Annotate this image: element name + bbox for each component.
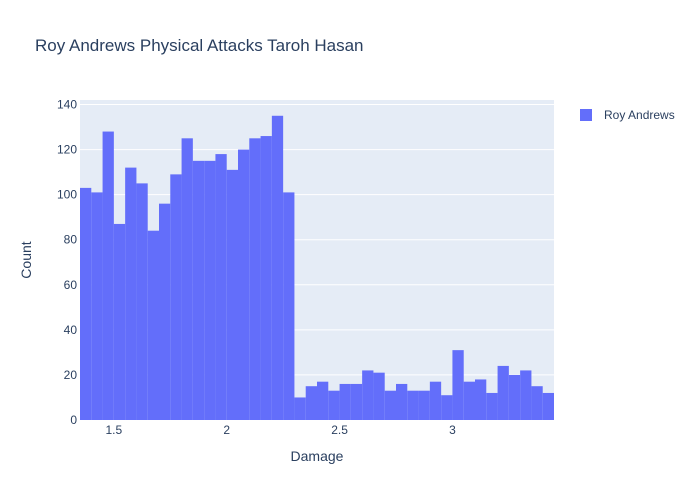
y-tick-label: 120 (57, 143, 77, 157)
histogram-bar[interactable] (91, 192, 103, 420)
y-tick-label: 140 (57, 98, 77, 112)
legend[interactable]: Roy Andrews (580, 108, 675, 122)
histogram-bar[interactable] (249, 138, 261, 420)
histogram-bar[interactable] (486, 392, 498, 420)
histogram-bar[interactable] (373, 372, 385, 420)
y-tick-label: 100 (57, 188, 77, 202)
bars (80, 115, 554, 421)
y-tick-label: 20 (64, 368, 78, 382)
histogram-bar[interactable] (520, 370, 532, 420)
histogram-bar[interactable] (531, 386, 543, 420)
histogram-bar[interactable] (226, 169, 238, 420)
histogram-bar[interactable] (192, 160, 205, 420)
histogram-bar[interactable] (362, 370, 374, 420)
legend-label-roy-andrews[interactable]: Roy Andrews (604, 108, 675, 122)
histogram-bar[interactable] (125, 167, 137, 420)
histogram-bar[interactable] (260, 136, 272, 420)
y-tick-label: 60 (64, 278, 78, 292)
legend-swatch-roy-andrews[interactable] (580, 109, 592, 121)
x-axis-ticks: 1.5 2 2.5 3 (106, 423, 457, 437)
histogram-bar[interactable] (283, 192, 295, 420)
histogram-bar[interactable] (463, 381, 475, 420)
x-tick-label: 2.5 (331, 423, 348, 437)
y-tick-label: 0 (70, 413, 77, 427)
histogram-bar[interactable] (384, 390, 396, 420)
histogram-bar[interactable] (497, 365, 509, 420)
histogram-bar[interactable] (271, 115, 284, 420)
histogram-bar[interactable] (305, 386, 317, 420)
histogram-bar[interactable] (350, 383, 363, 420)
x-axis-title: Damage (291, 448, 344, 464)
histogram-bar[interactable] (339, 383, 351, 420)
histogram-bar[interactable] (113, 223, 126, 420)
chart-title: Roy Andrews Physical Attacks Taroh Hasan (35, 36, 364, 55)
x-tick-label: 1.5 (106, 423, 123, 437)
histogram-bar[interactable] (418, 390, 430, 420)
histogram-bar[interactable] (147, 230, 159, 420)
histogram-bar[interactable] (452, 350, 464, 420)
histogram-bar[interactable] (238, 149, 250, 421)
histogram-bar[interactable] (215, 154, 227, 420)
histogram-bar[interactable] (328, 390, 340, 420)
histogram-bar[interactable] (181, 138, 193, 420)
histogram-bar[interactable] (136, 183, 148, 420)
x-tick-label: 2 (223, 423, 230, 437)
histogram-bar[interactable] (441, 395, 453, 420)
histogram-bar[interactable] (294, 397, 306, 420)
x-tick-label: 3 (449, 423, 456, 437)
y-tick-label: 80 (64, 233, 78, 247)
histogram-bar[interactable] (475, 379, 487, 420)
y-tick-label: 40 (64, 323, 78, 337)
y-axis-ticks: 0 20 40 60 80 100 120 140 (57, 98, 77, 427)
histogram-bar[interactable] (159, 203, 171, 420)
y-axis-title: Count (18, 241, 34, 278)
histogram-bar[interactable] (317, 381, 329, 420)
histogram-bar[interactable] (407, 390, 419, 420)
histogram-bar[interactable] (170, 174, 182, 420)
histogram-bar[interactable] (396, 383, 408, 420)
histogram-bar[interactable] (508, 374, 521, 420)
histogram-bar[interactable] (204, 160, 216, 420)
histogram-bar[interactable] (542, 392, 554, 420)
histogram-bar[interactable] (429, 381, 442, 420)
histogram-bar[interactable] (80, 187, 92, 420)
histogram-bar[interactable] (102, 131, 114, 420)
